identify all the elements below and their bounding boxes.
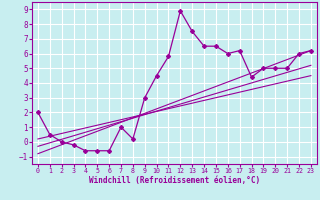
X-axis label: Windchill (Refroidissement éolien,°C): Windchill (Refroidissement éolien,°C) xyxy=(89,176,260,185)
